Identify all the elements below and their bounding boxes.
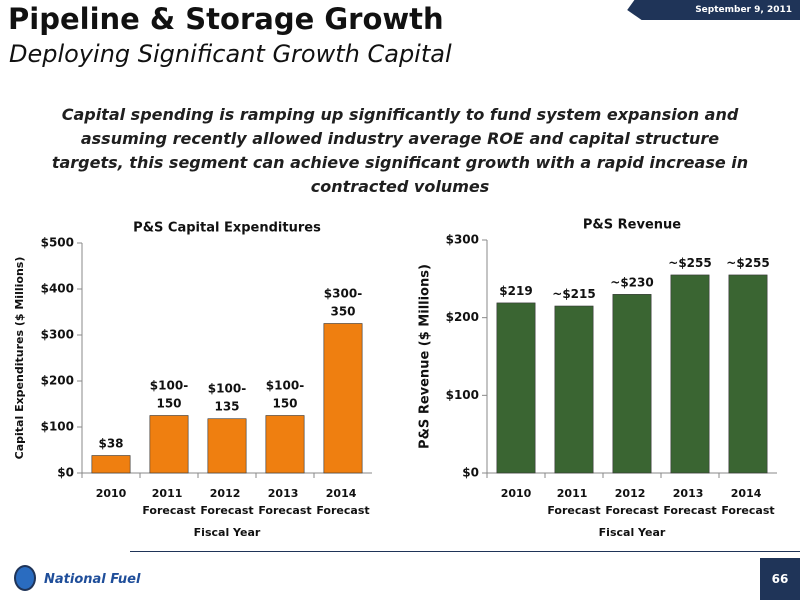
x-tick-label: 2011 Forecast xyxy=(142,487,195,517)
y-tick-label: $100 xyxy=(41,420,74,434)
value-label: ~$255 xyxy=(726,255,769,269)
logo-icon xyxy=(14,565,36,591)
text-line: $38 xyxy=(98,436,123,450)
y-axis-label: P&S Revenue ($ Millions) xyxy=(418,264,433,449)
bar xyxy=(323,323,363,474)
value-label: $100- 150 xyxy=(266,378,304,410)
text-line: ~$215 xyxy=(552,287,595,301)
footer-rule xyxy=(130,551,800,552)
charts: P&S Capital Expenditures Capital Expendit… xyxy=(13,218,777,539)
text-line: 2014 xyxy=(326,487,360,500)
text-line: 2010 xyxy=(96,487,127,500)
text-line: ~$230 xyxy=(610,275,653,289)
date: September 9, 2011 xyxy=(627,0,800,20)
text-line: 135 xyxy=(214,399,239,413)
x-tick-label: 2012 Forecast xyxy=(605,487,658,517)
x-axis-label: Fiscal Year xyxy=(599,526,666,539)
y-tick-label: $300 xyxy=(446,233,479,247)
value-label: $100- 135 xyxy=(208,381,246,413)
text-line: Forecast xyxy=(316,504,369,517)
text-line: 150 xyxy=(272,396,297,410)
text-line: Forecast xyxy=(663,504,716,517)
text-line: ~$255 xyxy=(668,255,711,269)
value-label: $38 xyxy=(98,436,123,450)
text-line: 2013 xyxy=(268,487,302,500)
bar xyxy=(149,415,189,474)
chart-title: P&S Capital Expenditures xyxy=(133,221,321,236)
y-tick-label: $400 xyxy=(41,282,74,296)
x-tick-label: 2010 xyxy=(96,487,127,500)
text-line: 2011 xyxy=(557,487,591,500)
text-line: $100- xyxy=(266,378,304,392)
bar xyxy=(728,274,768,474)
chart-title: P&S Revenue xyxy=(583,218,681,233)
y-tick-label: $200 xyxy=(446,310,479,324)
x-axis-label: Fiscal Year xyxy=(194,526,261,539)
x-tick-label: 2010 xyxy=(501,487,532,500)
x-tick-label: 2013 Forecast xyxy=(663,487,716,517)
slide-title: Pipeline & Storage Growth xyxy=(8,2,444,36)
x-tick-label: 2014 Forecast xyxy=(316,487,369,517)
value-label: $219 xyxy=(499,283,532,297)
text-line: Forecast xyxy=(258,504,311,517)
y-tick-label: $100 xyxy=(446,388,479,402)
x-tick-label: 2012 Forecast xyxy=(200,487,253,517)
page-number: 66 xyxy=(760,558,800,600)
y-tick-label: $0 xyxy=(57,466,74,480)
value-label: $100- 150 xyxy=(150,378,188,410)
x-tick-label: 2014 Forecast xyxy=(721,487,774,517)
text-line: $219 xyxy=(499,283,532,297)
bar xyxy=(554,305,594,474)
text-line: 2010 xyxy=(501,487,532,500)
logo: National Fuel xyxy=(44,572,141,587)
bar xyxy=(670,274,710,474)
text-line: 2011 xyxy=(152,487,186,500)
y-tick-label: $200 xyxy=(41,374,74,388)
text-line: Forecast xyxy=(200,504,253,517)
y-axis-label: Capital Expenditures ($ Millions) xyxy=(13,257,26,460)
text-line: $300- xyxy=(324,286,362,300)
bar xyxy=(496,302,536,474)
value-label: ~$215 xyxy=(552,287,595,301)
y-tick-label: $0 xyxy=(462,466,479,480)
value-label: ~$255 xyxy=(668,255,711,269)
text-line: 350 xyxy=(330,304,355,318)
x-tick-label: 2013 Forecast xyxy=(258,487,311,517)
text-line: 150 xyxy=(156,396,181,410)
text-line: $100- xyxy=(208,381,246,395)
text-line: ~$255 xyxy=(726,255,769,269)
text-line: Forecast xyxy=(605,504,658,517)
value-label: $300- 350 xyxy=(324,286,362,318)
text-line: 2013 xyxy=(673,487,707,500)
body-text: Capital spending is ramping up significa… xyxy=(51,105,749,196)
text-line: 2012 xyxy=(210,487,244,500)
bar xyxy=(612,294,652,474)
bar xyxy=(91,455,131,474)
text-line: Forecast xyxy=(142,504,195,517)
bar xyxy=(207,418,247,474)
value-label: ~$230 xyxy=(610,275,653,289)
bar xyxy=(265,415,305,474)
text-line: $100- xyxy=(150,378,188,392)
y-tick-label: $500 xyxy=(41,236,74,250)
x-tick-label: 2011 Forecast xyxy=(547,487,600,517)
text-line: Forecast xyxy=(721,504,774,517)
slide-subtitle: Deploying Significant Growth Capital xyxy=(9,40,452,68)
text-line: 2012 xyxy=(615,487,649,500)
y-tick-label: $300 xyxy=(41,328,74,342)
text-line: Forecast xyxy=(547,504,600,517)
text-line: 2014 xyxy=(731,487,765,500)
